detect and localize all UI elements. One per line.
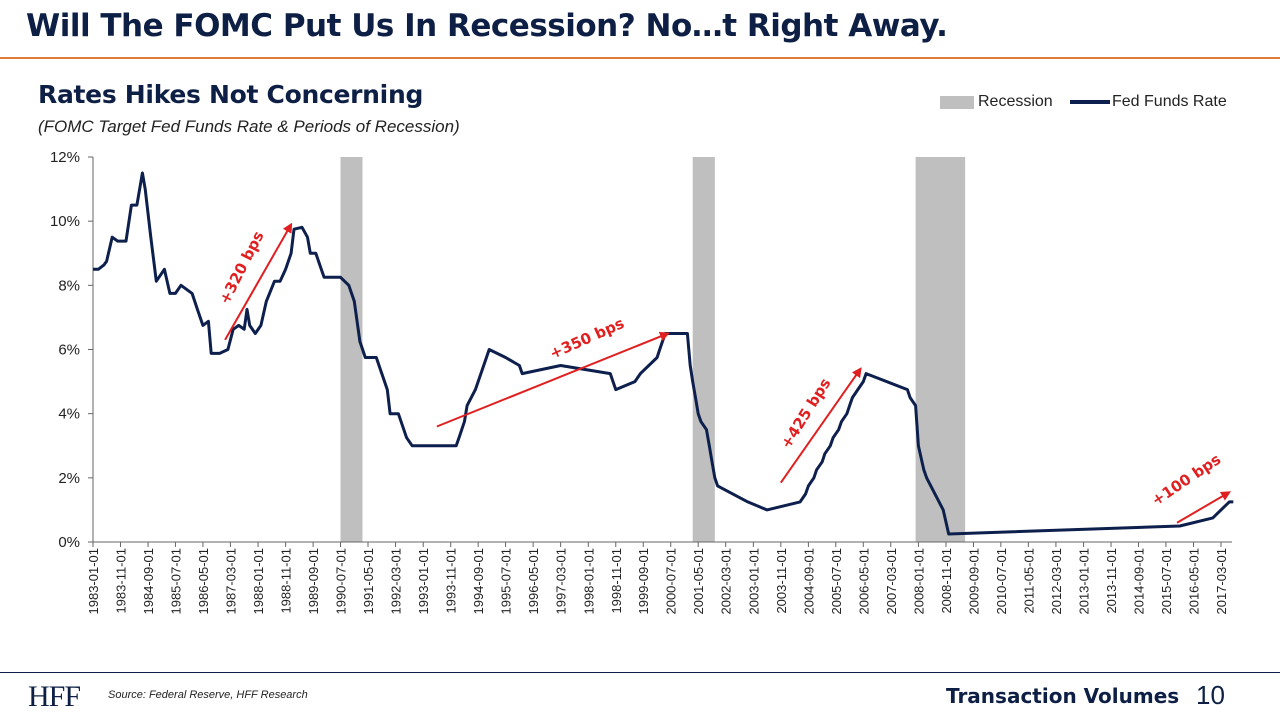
hff-logo: HFF <box>28 680 81 713</box>
x-tick-label: 2002-03-01 <box>719 548 734 615</box>
y-tick-label: 10% <box>50 213 80 230</box>
x-tick-label: 2007-03-01 <box>884 548 899 615</box>
y-tick-label: 8% <box>58 277 80 294</box>
x-tick-label: 1985-07-01 <box>168 548 183 615</box>
page-title: Will The FOMC Put Us In Recession? No…t … <box>26 8 948 44</box>
x-tick-label: 2008-01-01 <box>911 548 926 615</box>
source-note: Source: Federal Reserve, HFF Research <box>108 689 308 701</box>
annotation-arrow-2 <box>436 331 670 428</box>
x-tick-label: 1983-01-01 <box>86 548 101 615</box>
legend-item-recession: Recession <box>940 93 1053 111</box>
x-tick-label: 2003-01-01 <box>746 548 761 615</box>
x-tick-label: 2017-03-01 <box>1214 548 1229 615</box>
x-tick-label: 1984-09-01 <box>141 548 156 615</box>
y-tick-label: 6% <box>58 342 80 359</box>
x-tick-label: 2010-07-01 <box>994 548 1009 615</box>
recession-band-3 <box>915 157 966 542</box>
chart-subtitle: (FOMC Target Fed Funds Rate & Periods of… <box>38 117 460 136</box>
x-tick-label: 1991-05-01 <box>361 548 376 615</box>
x-tick-label: 2015-07-01 <box>1159 548 1174 615</box>
legend-item-fed-funds: Fed Funds Rate <box>1070 93 1227 111</box>
footer-divider <box>0 672 1280 673</box>
annotation-label-4: +100 bps <box>1148 450 1224 509</box>
x-tick-label: 1994-09-01 <box>471 548 486 615</box>
section-title: Transaction Volumes <box>946 684 1180 708</box>
x-tick-label: 2013-11-01 <box>1104 548 1119 614</box>
x-tick-label: 1992-03-01 <box>389 548 404 615</box>
x-tick-label: 2014-09-01 <box>1132 548 1147 615</box>
x-tick-label: 1993-01-01 <box>416 548 431 615</box>
x-tick-label: 1993-11-01 <box>444 548 459 614</box>
x-tick-label: 1999-09-01 <box>636 548 651 615</box>
recession-band-2 <box>692 157 715 542</box>
y-tick-label: 2% <box>58 470 80 487</box>
x-tick-label: 2009-09-01 <box>966 548 981 615</box>
x-tick-label: 2004-09-01 <box>801 548 816 615</box>
x-tick-label: 1995-07-01 <box>499 548 514 615</box>
series-line-fed-funds <box>93 171 1234 536</box>
x-tick-label: 1983-11-01 <box>113 548 128 614</box>
annotation-label-3: +425 bps <box>777 375 834 452</box>
y-tick-label: 0% <box>58 534 80 551</box>
x-tick-label: 2000-07-01 <box>664 548 679 615</box>
legend-swatch-recession <box>940 95 974 109</box>
legend-swatch-fed-funds <box>1070 100 1110 104</box>
annotation-arrow-4 <box>1176 491 1232 524</box>
x-tick-label: 1989-09-01 <box>306 548 321 615</box>
annotation-arrow-1 <box>224 222 293 341</box>
x-tick-label: 2011-05-01 <box>1021 548 1036 614</box>
chart-title: Rates Hikes Not Concerning <box>38 80 424 109</box>
x-tick-label: 2012-03-01 <box>1049 548 1064 615</box>
x-tick-label: 1998-01-01 <box>581 548 596 615</box>
x-tick-label: 1997-03-01 <box>554 548 569 615</box>
title-divider <box>0 57 1280 59</box>
y-tick-label: 4% <box>58 406 80 423</box>
x-tick-label: 1998-11-01 <box>609 548 624 614</box>
recession-band-1 <box>340 157 363 542</box>
x-tick-label: 2006-05-01 <box>856 548 871 615</box>
x-tick-label: 1996-05-01 <box>526 548 541 615</box>
x-tick-label: 2008-11-01 <box>939 548 954 614</box>
x-tick-label: 1988-11-01 <box>279 548 294 614</box>
x-tick-label: 2016-05-01 <box>1186 548 1201 615</box>
x-tick-label: 1986-05-01 <box>196 548 211 615</box>
x-tick-label: 1990-07-01 <box>334 548 349 615</box>
x-tick-label: 2003-11-01 <box>774 548 789 614</box>
annotation-label-1: +320 bps <box>215 228 267 307</box>
x-tick-label: 2005-07-01 <box>829 548 844 615</box>
x-tick-label: 1987-03-01 <box>223 548 238 615</box>
legend-label-recession: Recession <box>978 93 1053 110</box>
page-number: 10 <box>1196 680 1225 710</box>
x-tick-label: 2013-01-01 <box>1077 548 1092 615</box>
y-tick-label: 12% <box>50 149 80 166</box>
legend-label-fed-funds: Fed Funds Rate <box>1112 93 1227 110</box>
x-tick-label: 1988-01-01 <box>251 548 266 615</box>
x-tick-label: 2001-05-01 <box>691 548 706 615</box>
fed-funds-chart: 0% 2% 4% 6% 8% 10% 12% 1983-01-01 1983-11-01 1984… <box>50 149 1234 615</box>
annotation-arrow-3 <box>780 367 862 484</box>
